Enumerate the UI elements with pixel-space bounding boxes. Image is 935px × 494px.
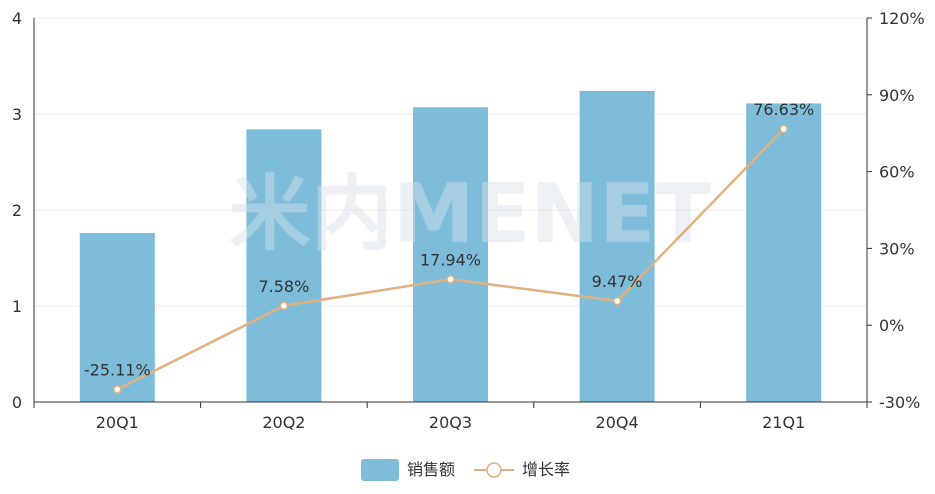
bar-20q1 bbox=[79, 233, 155, 402]
right-axis-tick-label: 30% bbox=[879, 239, 915, 258]
bar-series-salesvolume bbox=[79, 90, 822, 403]
watermark: 米内MENET bbox=[229, 167, 711, 262]
right-axis-tick-label: 120% bbox=[879, 9, 925, 28]
growth-rate-data-label: 7.58% bbox=[258, 277, 309, 296]
axes: 0 1 2 3 4 -30% 0% 30% 60% 90% 120% 20Q1 20Q2 20Q3 20Q4… bbox=[12, 9, 925, 432]
left-axis-tick-label: 1 bbox=[12, 297, 22, 316]
bar-21q1 bbox=[746, 103, 822, 402]
legend-label-sales: 销售额 bbox=[407, 460, 455, 479]
watermark-text: 米内MENET bbox=[229, 167, 711, 262]
legend-label-growth: 增长率 bbox=[522, 460, 570, 479]
growth-rate-point bbox=[446, 275, 455, 284]
left-axis-tick-label: 2 bbox=[12, 201, 22, 220]
growth-rate-data-label: -25.11% bbox=[84, 360, 151, 379]
bar-20q4 bbox=[579, 90, 655, 403]
growth-rate-point bbox=[612, 296, 622, 306]
x-axis-tick-label: 20Q4 bbox=[596, 413, 639, 432]
x-axis-tick-label: 20Q1 bbox=[96, 413, 139, 432]
growth-rate-point bbox=[113, 385, 122, 394]
x-axis-tick-label: 20Q2 bbox=[262, 413, 305, 432]
growth-rate-point bbox=[279, 301, 289, 311]
right-axis-tick-label: -30% bbox=[879, 393, 920, 412]
left-axis-tick-label: 0 bbox=[12, 393, 22, 412]
growth-rate-point bbox=[779, 124, 788, 134]
bar-20q3 bbox=[413, 107, 488, 402]
x-axis-tick-label: 20Q3 bbox=[429, 413, 472, 432]
legend-swatch-growth-marker bbox=[486, 462, 502, 478]
x-axis-tick-label: 21Q1 bbox=[762, 413, 805, 432]
legend-swatch-sales bbox=[361, 459, 399, 481]
legend: 销售额 增长率 bbox=[361, 459, 570, 481]
bar-20q2 bbox=[246, 129, 322, 403]
right-axis-tick-label: 0% bbox=[879, 316, 904, 335]
growth-rate-data-label: 76.63% bbox=[753, 100, 814, 119]
left-axis-tick-label: 3 bbox=[12, 105, 22, 124]
left-axis-tick-label: 4 bbox=[12, 9, 22, 28]
growth-rate-data-label: 17.94% bbox=[420, 250, 481, 269]
right-axis-tick-label: 90% bbox=[879, 86, 915, 105]
right-axis-tick-label: 60% bbox=[879, 163, 915, 182]
growth-rate-data-label: 9.47% bbox=[592, 272, 643, 291]
line-series-growthrate: -25.11% 7.58% 17.94% 9.47% 76.63% bbox=[84, 100, 814, 394]
